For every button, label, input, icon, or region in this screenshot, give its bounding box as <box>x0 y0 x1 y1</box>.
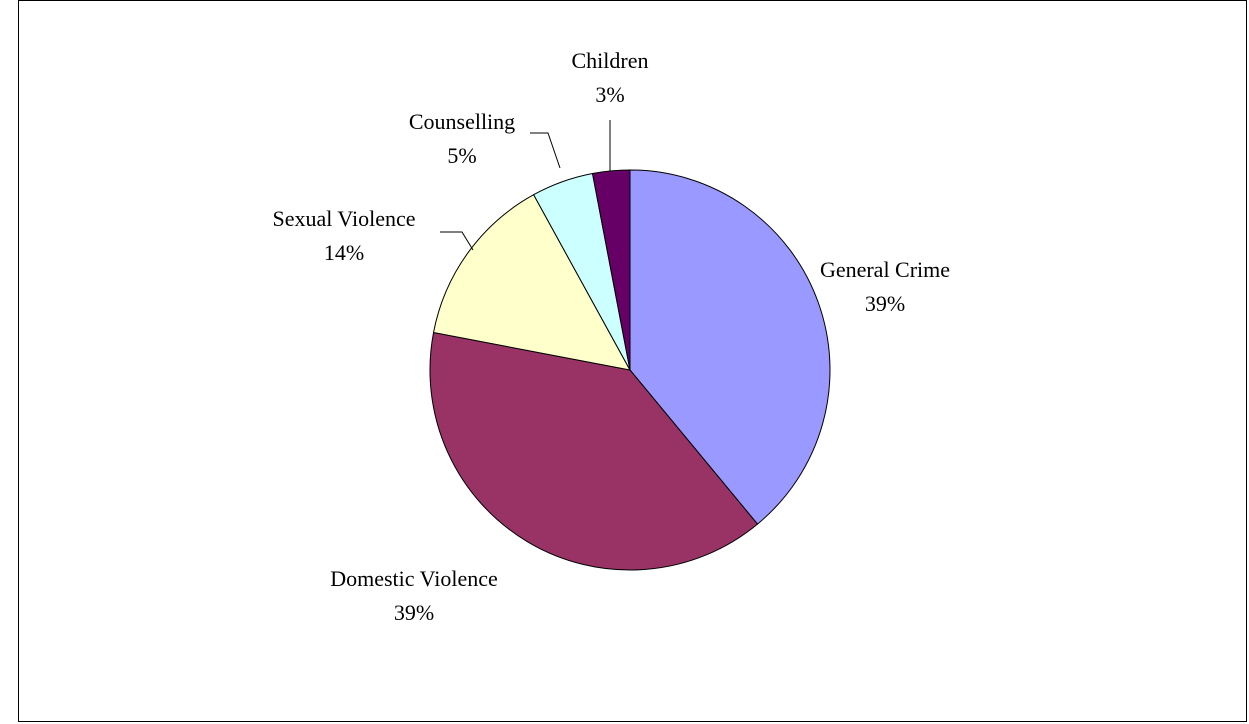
data-label-domestic-violence: Domestic Violence 39% <box>330 566 498 625</box>
data-label-general-crime: General Crime 39% <box>820 257 950 316</box>
pie-slice-children <box>591 169 631 371</box>
data-label-children: Children 3% <box>572 48 649 107</box>
data-label-category: Children <box>572 48 649 73</box>
data-label-percent: 39% <box>865 291 905 316</box>
leader-lines-layer <box>440 120 611 251</box>
data-label-percent: 5% <box>447 143 476 168</box>
data-label-sexual-violence: Sexual Violence 14% <box>272 206 415 265</box>
leader-line-counselling <box>530 132 561 169</box>
data-label-category: Sexual Violence <box>272 206 415 231</box>
data-label-category: Domestic Violence <box>330 566 498 591</box>
data-label-category: General Crime <box>820 257 950 282</box>
data-label-counselling: Counselling 5% <box>409 109 515 168</box>
labels-layer: General Crime 39% Domestic Violence 39% Sexu… <box>272 48 950 625</box>
slices-layer <box>429 169 831 571</box>
data-label-category: Counselling <box>409 109 515 134</box>
pie-slice-general-crime <box>629 169 831 525</box>
pie-slice-domestic-violence <box>429 331 759 571</box>
pie-slice-sexual-violence <box>432 194 631 371</box>
data-label-percent: 3% <box>595 82 624 107</box>
leader-line-sexual-violence <box>440 231 474 251</box>
data-label-percent: 14% <box>324 240 364 265</box>
data-label-percent: 39% <box>394 600 434 625</box>
